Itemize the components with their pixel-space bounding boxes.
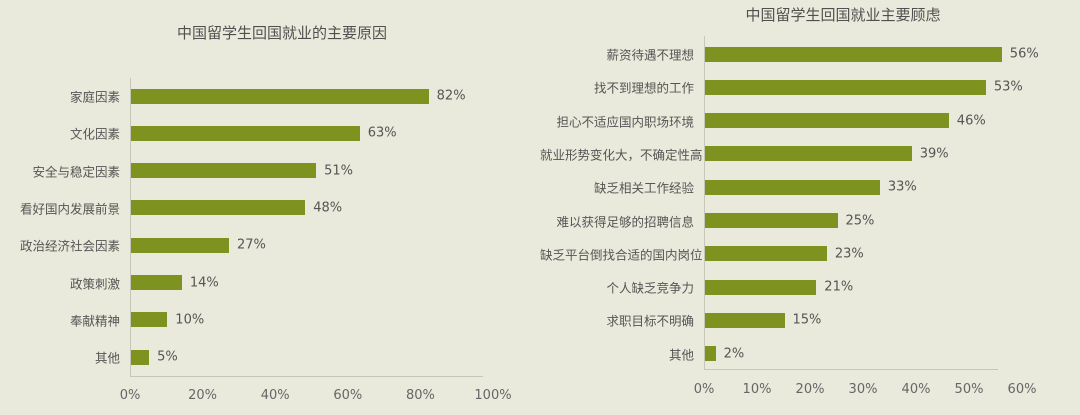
category-label: 看好国内发展前景	[19, 201, 120, 217]
value-label: 23%	[834, 246, 864, 262]
category-label: 求职目标不明确	[606, 313, 694, 329]
category-label: 个人缺乏竞争力	[606, 280, 694, 296]
value-label: 53%	[993, 79, 1023, 95]
x-tick-label: 100%	[474, 388, 512, 403]
x-tick-label: 0%	[119, 388, 141, 403]
category-label: 薪资待遇不理想	[606, 47, 694, 63]
y-axis	[704, 36, 705, 369]
bar-row: 文化因素 63%	[0, 125, 540, 142]
category-label: 难以获得足够的招聘信息	[556, 214, 694, 229]
bar-row: 其他 5%	[0, 349, 540, 366]
value-label: 14%	[189, 275, 219, 290]
value-label: 5%	[157, 349, 178, 365]
value-label: 63%	[367, 125, 397, 141]
bar	[705, 312, 785, 328]
right-chart: 中国留学生回国就业主要顾虑 薪资待遇不理想 56% 找不到理想的工作 53% 担心不适应…	[540, 0, 1080, 415]
bar	[705, 279, 817, 295]
x-tick-label: 20%	[795, 382, 825, 397]
category-label: 安全与稳定因素	[32, 164, 120, 180]
bar-row: 政治经济社会因素 27%	[0, 237, 540, 254]
bar-row: 安全与稳定因素 51%	[0, 163, 540, 180]
value-label: 39%	[919, 146, 949, 162]
category-label: 其他	[668, 347, 694, 363]
category-label: 其他	[94, 350, 120, 366]
value-label: 21%	[824, 279, 854, 295]
value-label: 46%	[956, 113, 986, 129]
category-label: 担心不适应国内职场环境	[556, 114, 694, 130]
x-tick-label: 20%	[188, 388, 218, 403]
x-axis	[130, 376, 483, 377]
value-label: 15%	[792, 312, 822, 328]
bar	[705, 146, 912, 162]
bar-row: 求职目标不明确 15%	[540, 312, 1080, 329]
bar-row: 就业形势变化大，不确定性高 39%	[540, 146, 1080, 163]
category-label: 政治经济社会因素	[19, 238, 120, 254]
category-label: 找不到理想的工作	[593, 80, 694, 96]
category-label: 就业形势变化大，不确定性高	[540, 147, 703, 163]
x-tick-label: 60%	[1007, 382, 1037, 397]
bar	[705, 113, 949, 129]
bar	[131, 237, 229, 253]
bar	[705, 346, 716, 362]
y-axis	[130, 78, 131, 376]
bar-row: 担心不适应国内职场环境 46%	[540, 113, 1080, 130]
value-label: 82%	[436, 88, 466, 104]
x-tick-label: 30%	[848, 382, 878, 397]
value-label: 10%	[175, 312, 205, 328]
value-label: 2%	[723, 346, 745, 362]
bar-row: 缺乏平台倒找合适的国内岗位 23%	[540, 246, 1080, 263]
x-tick-label: 50%	[954, 382, 984, 397]
x-tick-label: 40%	[901, 382, 931, 397]
x-tick-label: 80%	[405, 388, 435, 403]
bar-row: 薪资待遇不理想 56%	[540, 46, 1080, 63]
bar-row: 其他 2%	[540, 346, 1080, 363]
left-chart: 中国留学生回国就业的主要原因 家庭因素 82% 文化因素 63% 安全与稳定因素 51% 看…	[0, 24, 540, 403]
bar-row: 个人缺乏竞争力 21%	[540, 279, 1080, 296]
bar	[131, 349, 150, 365]
bar-row: 家庭因素 82%	[0, 88, 540, 105]
bar	[131, 163, 317, 179]
category-label: 奉献精神	[69, 313, 120, 329]
category-label: 家庭因素	[69, 89, 120, 105]
bar	[705, 213, 838, 228]
x-tick-label: 10%	[742, 382, 772, 397]
bar-row: 奉献精神 10%	[0, 312, 540, 329]
value-label: 51%	[324, 163, 354, 179]
value-label: 56%	[1009, 46, 1039, 62]
bar-row: 缺乏相关工作经验 33%	[540, 179, 1080, 196]
x-axis	[704, 369, 998, 370]
bar-row: 难以获得足够的招聘信息 25%	[540, 213, 1080, 229]
bar	[131, 88, 429, 104]
bar	[705, 79, 986, 95]
category-label: 文化因素	[69, 126, 120, 142]
category-label: 缺乏平台倒找合适的国内岗位	[540, 247, 703, 263]
x-tick-label: 40%	[260, 388, 290, 403]
value-label: 27%	[237, 237, 266, 253]
chart-title: 中国留学生回国就业主要顾虑	[745, 6, 941, 24]
bar	[131, 125, 360, 141]
bar	[705, 179, 880, 195]
category-label: 缺乏相关工作经验	[593, 180, 694, 196]
bar	[705, 246, 827, 262]
bar	[131, 312, 168, 328]
chart-title: 中国留学生回国就业的主要原因	[176, 24, 388, 42]
bar	[705, 46, 1002, 62]
bar-row: 看好国内发展前景 48%	[0, 200, 540, 217]
bar	[131, 275, 182, 290]
x-tick-label: 60%	[333, 388, 363, 403]
bar-row: 政策刺激 14%	[0, 275, 540, 291]
value-label: 33%	[887, 179, 917, 195]
x-tick-label: 0%	[693, 382, 715, 397]
value-label: 48%	[313, 200, 343, 216]
bar	[131, 200, 306, 216]
value-label: 25%	[845, 213, 875, 228]
category-label: 政策刺激	[69, 276, 120, 291]
bar-row: 找不到理想的工作 53%	[540, 79, 1080, 96]
